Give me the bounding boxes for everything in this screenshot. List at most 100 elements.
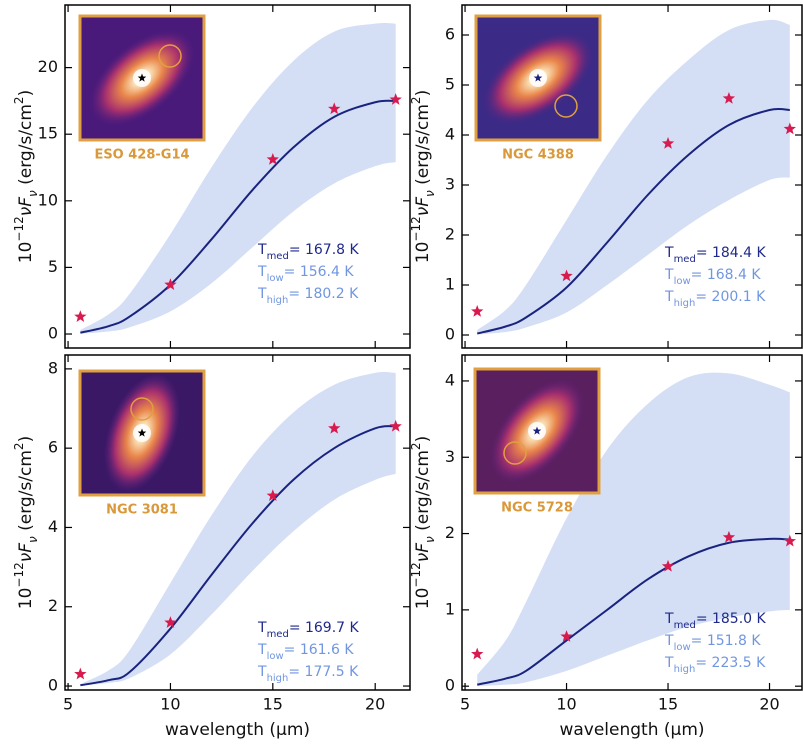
annotation-symbol: T: [664, 611, 674, 627]
inset-center-marker: [532, 426, 542, 435]
data-point: [74, 667, 87, 680]
data-point: [328, 421, 341, 434]
y-tick-label: 6: [48, 438, 58, 457]
inset-label: NGC 5728: [501, 501, 573, 516]
temperature-annotation: Tlow= 151.8 K: [664, 633, 761, 653]
data-point: [74, 310, 87, 322]
model-curve: [476, 107, 790, 335]
temperature-annotation: Tmed= 185.0 K: [664, 611, 767, 631]
y-label-part: ): [413, 436, 433, 443]
annotation-symbol: T: [664, 289, 674, 305]
plot-area: [80, 371, 396, 687]
plot-area: [476, 19, 790, 335]
temperature-annotation: Thigh= 200.1 K: [664, 289, 766, 309]
data-point: [783, 122, 796, 135]
inset-center-marker: [533, 73, 543, 82]
data-point: [266, 153, 279, 165]
y-tick-label: 1: [445, 275, 455, 294]
x-axis-label: wavelength (µm): [559, 720, 704, 740]
data-point: [722, 92, 736, 104]
annotation-symbol: T: [664, 267, 674, 283]
data-point: [389, 93, 402, 105]
data-point: [471, 305, 484, 317]
data-point: [783, 534, 796, 547]
annotation-symbol: T: [257, 620, 267, 636]
y-tick-label: 4: [445, 370, 455, 389]
x-tick-label: 15: [263, 695, 283, 714]
confidence-band: [477, 372, 790, 687]
x-axis-label: wavelength (µm): [165, 720, 310, 740]
inset-content: [475, 369, 599, 493]
y-tick-label: 20: [38, 57, 58, 76]
confidence-band: [80, 23, 396, 334]
annotation-value: = 169.7 K: [289, 620, 360, 636]
inset-image: NGC 5728: [473, 367, 601, 516]
annotation-value: = 180.2 K: [288, 286, 359, 302]
temperature-annotation: Tmed= 169.7 K: [257, 620, 360, 640]
y-label-part: (erg/s/cm: [413, 450, 433, 536]
annotation-symbol: T: [664, 633, 674, 649]
data-point: [328, 102, 341, 115]
annotation-symbol: T: [257, 264, 267, 280]
inset-border: [78, 14, 206, 142]
annotation-value: = 177.5 K: [288, 664, 359, 680]
temperature-annotation: Thigh= 180.2 K: [257, 286, 359, 306]
y-label-part: ): [413, 90, 433, 97]
data-point: [560, 269, 573, 282]
y-tick-label: 5: [445, 75, 455, 94]
data-point: [560, 630, 573, 642]
y-tick-label: 8: [48, 358, 58, 377]
x-tick-label: 10: [556, 695, 576, 714]
y-tick-label: 4: [48, 517, 58, 536]
data-point: [661, 137, 675, 149]
temperature-annotation: Tmed= 167.8 K: [257, 242, 360, 262]
y-tick-label: 10: [38, 190, 58, 209]
data-point: [266, 489, 279, 501]
annotation-subscript: high: [674, 298, 696, 309]
y-tick-label: 15: [38, 124, 58, 143]
annotation-value: = 151.8 K: [691, 633, 762, 649]
y-label-part: 2: [12, 96, 26, 104]
model-curve: [477, 537, 790, 686]
annotation-value: = 184.4 K: [696, 245, 767, 261]
annotation-subscript: low: [267, 651, 284, 662]
annotation-symbol: T: [257, 242, 267, 258]
annotation-subscript: med: [267, 629, 289, 640]
y-label-part: ): [16, 90, 36, 97]
y-label-part: −12: [12, 216, 26, 241]
plot-area: [477, 372, 790, 687]
annotation-value: = 156.4 K: [284, 264, 355, 280]
y-tick-label: 3: [445, 175, 455, 194]
inset-image: NGC 4388: [474, 14, 602, 163]
inset-border: [473, 367, 601, 495]
x-tick-label: 20: [365, 695, 385, 714]
model-curve: [80, 425, 396, 687]
confidence-band: [80, 371, 396, 686]
inset-content: [80, 371, 204, 495]
y-label-part: ν: [423, 536, 437, 543]
y-label-part: νF: [413, 543, 433, 562]
inset-aperture: [503, 441, 527, 465]
y-tick-label: 2: [445, 523, 455, 542]
annotation-subscript: high: [267, 295, 289, 306]
x-tick-label: 5: [460, 695, 470, 714]
axes-frame: [461, 354, 803, 691]
y-label-part: νF: [16, 197, 36, 216]
x-tick-label: 5: [63, 695, 73, 714]
annotation-value: = 185.0 K: [696, 611, 767, 627]
y-label-part: ν: [26, 536, 40, 543]
y-axis-label: 10−12νFν (erg/s/cm2): [12, 436, 40, 609]
temperature-annotation: Tmed= 184.4 K: [664, 245, 767, 265]
annotation-value: = 200.1 K: [695, 289, 766, 305]
data-point: [164, 616, 177, 628]
annotation-subscript: med: [674, 254, 696, 265]
annotation-subscript: med: [267, 251, 289, 262]
inset-center-marker: [137, 428, 147, 437]
plot-area: [80, 23, 396, 334]
annotation-symbol: T: [257, 664, 267, 680]
y-label-part: νF: [16, 543, 36, 562]
annotation-value: = 161.6 K: [284, 642, 355, 658]
y-label-part: 10: [413, 588, 433, 610]
